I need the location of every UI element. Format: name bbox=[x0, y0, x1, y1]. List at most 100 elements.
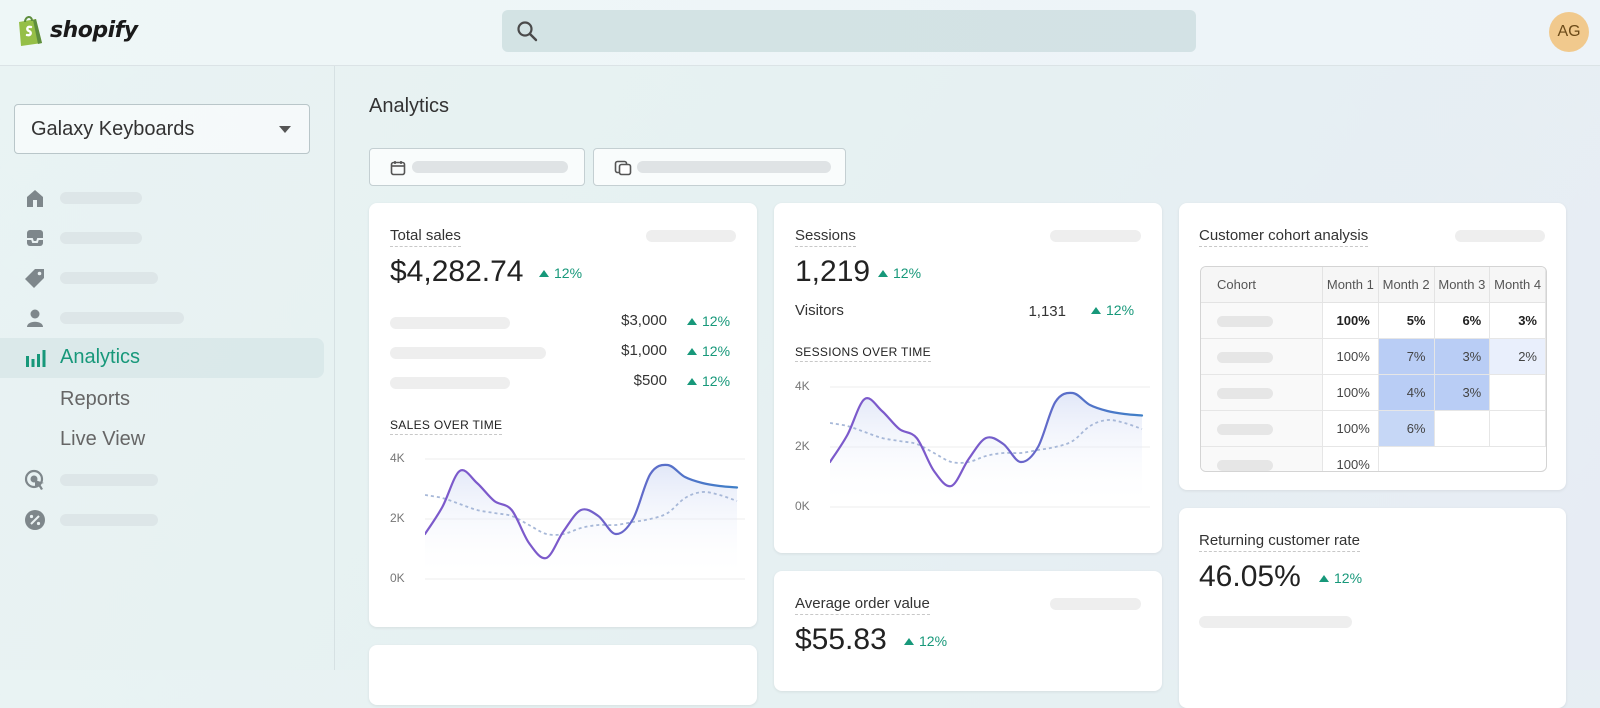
card-action-placeholder bbox=[1455, 230, 1545, 242]
sidebar-item-marketing[interactable] bbox=[0, 460, 324, 500]
sessions-card[interactable]: Sessions 1,219 12% Visitors 1,131 12% SE… bbox=[774, 203, 1162, 553]
trend-up-badge: 12% bbox=[687, 313, 730, 329]
card-action-placeholder bbox=[1050, 598, 1141, 610]
table-row: 100% 5% 6% 3% bbox=[1201, 302, 1546, 339]
cohort-label-placeholder bbox=[1201, 446, 1323, 471]
visitors-label: Visitors bbox=[795, 302, 844, 319]
avatar[interactable]: AG bbox=[1549, 12, 1589, 52]
table-cell: 6% bbox=[1378, 410, 1435, 447]
store-name: Galaxy Keyboards bbox=[31, 118, 195, 140]
table-row: 100% 6% bbox=[1201, 410, 1546, 447]
card-detail-placeholder bbox=[1199, 616, 1352, 628]
calendar-icon bbox=[390, 161, 406, 176]
discounts-badge-icon bbox=[25, 510, 45, 530]
nav-label-placeholder bbox=[60, 312, 184, 324]
compare-range-button[interactable] bbox=[593, 148, 846, 186]
column-header: Cohort bbox=[1201, 267, 1323, 303]
sidebar-item-analytics[interactable]: Analytics bbox=[0, 338, 324, 378]
analytics-bars-icon bbox=[26, 350, 46, 367]
table-cell bbox=[1489, 374, 1546, 411]
column-header: Month 3 bbox=[1434, 267, 1491, 303]
returning-customer-rate-value: 46.05% bbox=[1199, 560, 1301, 593]
shopify-bag-icon bbox=[19, 16, 42, 46]
column-header: Month 4 bbox=[1489, 267, 1546, 303]
table-cell: 3% bbox=[1434, 374, 1491, 411]
table-cell bbox=[1434, 447, 1490, 472]
table-cell bbox=[1378, 447, 1434, 472]
search-input[interactable] bbox=[502, 10, 1196, 52]
returning-customer-rate-card[interactable]: Returning customer rate 46.05% 12% bbox=[1179, 508, 1566, 708]
table-cell: 7% bbox=[1378, 338, 1435, 375]
series-area bbox=[425, 464, 737, 579]
table-cell: 5% bbox=[1378, 302, 1435, 339]
cohort-label-placeholder bbox=[1201, 302, 1323, 339]
nav-label-placeholder bbox=[60, 514, 158, 526]
store-selector[interactable]: Galaxy Keyboards bbox=[14, 104, 310, 154]
cohort-label-placeholder bbox=[1201, 374, 1323, 411]
trend-up-badge: 12% bbox=[1319, 570, 1362, 586]
sidebar-subitem-reports[interactable]: Reports bbox=[60, 388, 131, 410]
table-cell: 2% bbox=[1489, 338, 1546, 375]
table-cell: 3% bbox=[1434, 338, 1491, 375]
sidebar-item-home[interactable] bbox=[0, 178, 324, 218]
row-label-placeholder bbox=[390, 317, 510, 329]
sessions-over-time-chart[interactable] bbox=[830, 365, 1150, 525]
nav-label-placeholder bbox=[60, 474, 158, 486]
row-label-placeholder bbox=[390, 347, 546, 359]
sidebar-item-discounts[interactable] bbox=[0, 500, 324, 540]
primary-series-line bbox=[425, 463, 739, 560]
sidebar-item-products[interactable] bbox=[0, 258, 324, 298]
y-tick-label: 0K bbox=[795, 499, 810, 513]
total-sales-value: $4,282.74 bbox=[390, 255, 524, 288]
home-icon bbox=[27, 190, 43, 207]
trend-up-badge: 12% bbox=[1091, 302, 1134, 318]
table-row: 100% 4% 3% bbox=[1201, 374, 1546, 411]
sales-over-time-chart[interactable] bbox=[425, 437, 745, 597]
average-order-value: $55.83 bbox=[795, 623, 887, 656]
marketing-target-icon bbox=[24, 469, 44, 490]
row-label-placeholder bbox=[390, 377, 510, 389]
table-cell bbox=[1434, 410, 1491, 447]
orders-inbox-icon bbox=[27, 230, 43, 246]
date-range-button[interactable] bbox=[369, 148, 585, 186]
table-cell: 100% bbox=[1322, 302, 1379, 339]
sidebar-subitem-live-view[interactable]: Live View bbox=[60, 428, 146, 450]
cohort-label-placeholder bbox=[1201, 338, 1323, 375]
trend-up-badge: 12% bbox=[539, 265, 582, 281]
compare-calendar-icon bbox=[614, 160, 632, 176]
column-header: Month 1 bbox=[1322, 267, 1379, 303]
nav-label-placeholder bbox=[60, 272, 158, 284]
trend-up-badge: 12% bbox=[687, 343, 730, 359]
y-tick-label: 4K bbox=[795, 379, 810, 393]
card-title: Returning customer rate bbox=[1199, 532, 1360, 552]
sidebar-item-orders[interactable] bbox=[0, 218, 324, 258]
table-row: 100% 7% 3% 2% bbox=[1201, 338, 1546, 375]
nav-label-placeholder bbox=[60, 232, 142, 244]
shopify-logo[interactable]: shopify bbox=[16, 14, 138, 46]
y-tick-label: 2K bbox=[390, 511, 405, 525]
cohort-label-placeholder bbox=[1201, 410, 1323, 447]
row-value: $500 bbox=[633, 372, 667, 389]
column-header: Month 2 bbox=[1378, 267, 1435, 303]
card-title: Sessions bbox=[795, 227, 856, 247]
table-cell bbox=[1489, 410, 1546, 447]
caret-down-icon bbox=[279, 126, 291, 133]
sidebar-item-customers[interactable] bbox=[0, 298, 324, 338]
filter-label-placeholder bbox=[412, 161, 568, 173]
sales-breakdown-card[interactable] bbox=[369, 645, 757, 705]
products-tag-icon bbox=[25, 269, 44, 288]
trend-up-badge: 12% bbox=[687, 373, 730, 389]
card-title: Customer cohort analysis bbox=[1199, 227, 1369, 247]
table-cell: 100% bbox=[1322, 446, 1379, 471]
comparison-series-line bbox=[830, 419, 1143, 464]
primary-series-line bbox=[830, 391, 1144, 488]
total-sales-card[interactable]: Total sales $4,282.74 12% $3,000 12% $1,… bbox=[369, 203, 757, 627]
trend-up-badge: 12% bbox=[904, 633, 947, 649]
average-order-value-card[interactable]: Average order value $55.83 12% bbox=[774, 571, 1162, 691]
top-bar: shopify AG bbox=[0, 0, 1600, 66]
comparison-series-line bbox=[425, 491, 738, 536]
card-action-placeholder bbox=[1050, 230, 1141, 242]
table-cell bbox=[1490, 447, 1546, 472]
chart-title: SALES OVER TIME bbox=[390, 418, 503, 435]
sidebar: Galaxy Keyboards Analytics Reports Live … bbox=[0, 66, 335, 670]
